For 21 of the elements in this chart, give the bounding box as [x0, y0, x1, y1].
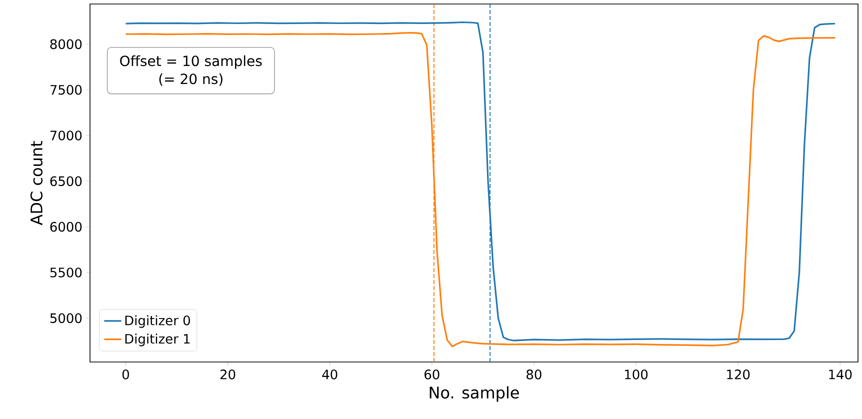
y-tick-label: 7000 — [50, 130, 82, 140]
y-tick-label: 7500 — [50, 84, 82, 95]
x-tick-label: 100 — [625, 370, 648, 380]
x-tick-label: 80 — [526, 370, 542, 380]
y-tick-label: 8000 — [50, 39, 82, 50]
y-axis-title: ADC count — [30, 141, 43, 226]
annotation: (= 20 ns) — [159, 73, 222, 86]
annotation: Offset = 10 samples — [120, 55, 262, 69]
legend-label: Digitizer 0 — [125, 315, 190, 328]
x-tick-label: 0 — [122, 370, 129, 380]
y-tick-label: 6500 — [50, 176, 82, 186]
x-tick-label: 140 — [829, 370, 852, 380]
x-tick-label: 120 — [727, 370, 750, 380]
y-tick-label: 5000 — [50, 313, 82, 324]
legend-label: Digitizer 1 — [125, 334, 190, 346]
y-tick-label: 6000 — [50, 222, 82, 232]
x-tick-label: 60 — [424, 370, 440, 380]
x-tick-label: 40 — [322, 370, 338, 380]
x-axis-title: No. sample — [430, 386, 519, 402]
x-tick-label: 20 — [220, 370, 236, 380]
y-tick-label: 5500 — [50, 268, 82, 278]
